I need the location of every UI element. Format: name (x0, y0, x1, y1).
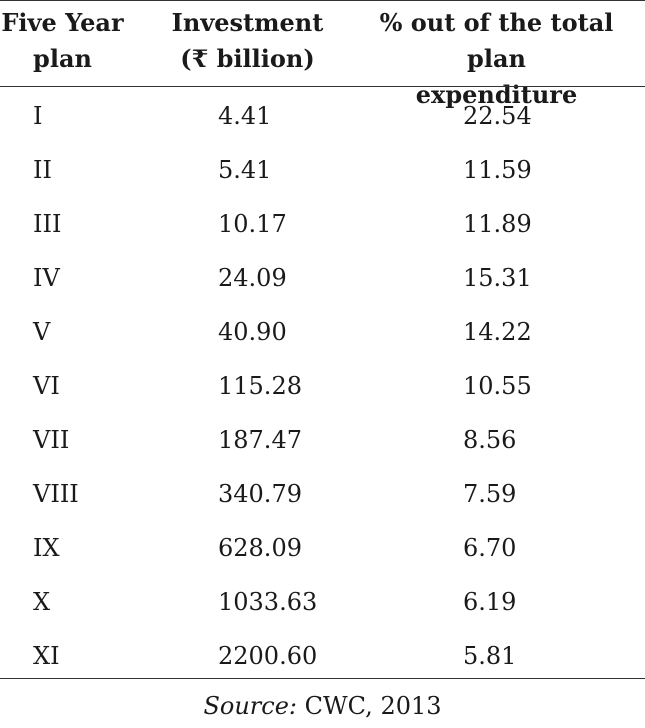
header-five-year-plan: Five Year plan (0, 5, 125, 77)
cell-plan: I (33, 102, 43, 130)
cell-investment: 187.47 (218, 426, 302, 454)
header-percent-line1: % out of the total plan (379, 8, 614, 73)
cell-percent: 11.89 (463, 210, 532, 238)
cell-percent: 8.56 (463, 426, 517, 454)
cell-investment: 24.09 (218, 264, 287, 292)
cell-plan: IV (33, 264, 60, 292)
cell-percent: 22.54 (463, 102, 532, 130)
cell-investment: 1033.63 (218, 588, 318, 616)
cell-investment: 4.41 (218, 102, 272, 130)
table-bottom-rule (0, 678, 645, 679)
table-row: VII 187.47 8.56 (0, 415, 645, 469)
cell-investment: 2200.60 (218, 642, 318, 670)
cell-percent: 14.22 (463, 318, 532, 346)
cell-investment: 40.90 (218, 318, 287, 346)
cell-plan: III (33, 210, 62, 238)
header-five-year-plan-line1: Five Year (1, 8, 124, 37)
cell-percent: 11.59 (463, 156, 532, 184)
header-percent-line2: expenditure (415, 80, 578, 109)
table-body: I 4.41 22.54 II 5.41 11.59 III 10.17 11.… (0, 91, 645, 685)
cell-plan: VII (33, 426, 70, 454)
cell-percent: 15.31 (463, 264, 532, 292)
table-row: IX 628.09 6.70 (0, 523, 645, 577)
cell-plan: VI (33, 372, 60, 400)
cell-investment: 115.28 (218, 372, 302, 400)
table-row: III 10.17 11.89 (0, 199, 645, 253)
table-row: II 5.41 11.59 (0, 145, 645, 199)
cell-percent: 10.55 (463, 372, 532, 400)
cell-investment: 340.79 (218, 480, 302, 508)
table-row: X 1033.63 6.19 (0, 577, 645, 631)
header-investment-line2: (₹ billion) (180, 44, 315, 73)
table-row: VI 115.28 10.55 (0, 361, 645, 415)
cell-percent: 6.19 (463, 588, 517, 616)
cell-percent: 7.59 (463, 480, 517, 508)
cell-investment: 10.17 (218, 210, 287, 238)
header-five-year-plan-line2: plan (33, 44, 92, 73)
cell-investment: 628.09 (218, 534, 302, 562)
cell-plan: X (33, 588, 51, 616)
table-row: IV 24.09 15.31 (0, 253, 645, 307)
cell-investment: 5.41 (218, 156, 272, 184)
cell-plan: XI (33, 642, 60, 670)
cell-plan: V (33, 318, 51, 346)
cell-plan: IX (33, 534, 60, 562)
source-label: Source: (203, 692, 298, 720)
table-header-rule (0, 86, 645, 87)
header-investment-line1: Investment (171, 8, 324, 37)
header-investment: Investment (₹ billion) (165, 5, 330, 77)
table-row: I 4.41 22.54 (0, 91, 645, 145)
cell-plan: II (33, 156, 52, 184)
cell-plan: VIII (33, 480, 79, 508)
cell-percent: 5.81 (463, 642, 517, 670)
table-row: VIII 340.79 7.59 (0, 469, 645, 523)
source-note: Source: CWC, 2013 (0, 690, 645, 722)
header-percent-expenditure: % out of the total plan expenditure (348, 5, 645, 113)
table-row: V 40.90 14.22 (0, 307, 645, 361)
source-text: CWC, 2013 (297, 692, 442, 720)
cell-percent: 6.70 (463, 534, 517, 562)
table-top-rule (0, 0, 645, 1)
table-row: XI 2200.60 5.81 (0, 631, 645, 685)
